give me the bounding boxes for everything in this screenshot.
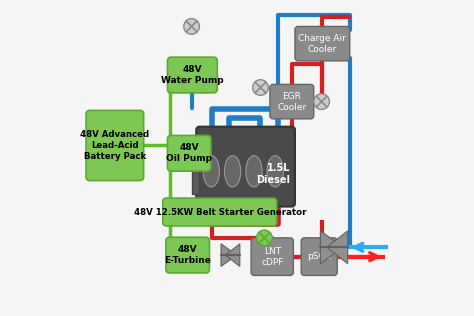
Polygon shape <box>221 244 237 266</box>
FancyBboxPatch shape <box>191 199 200 219</box>
Polygon shape <box>320 231 343 264</box>
FancyBboxPatch shape <box>295 27 350 61</box>
FancyBboxPatch shape <box>166 237 210 273</box>
Polygon shape <box>226 244 240 266</box>
Text: pSCR: pSCR <box>307 252 331 261</box>
FancyBboxPatch shape <box>167 57 217 93</box>
Ellipse shape <box>203 156 219 187</box>
FancyBboxPatch shape <box>196 127 295 207</box>
Circle shape <box>253 80 268 95</box>
Ellipse shape <box>225 156 241 187</box>
FancyBboxPatch shape <box>163 198 277 226</box>
Polygon shape <box>327 231 347 264</box>
Circle shape <box>314 94 329 109</box>
Text: LNT
cDPF: LNT cDPF <box>261 246 283 267</box>
Text: Charge Air
Cooler: Charge Air Cooler <box>299 33 346 54</box>
Text: 48V 12.5KW Belt Starter Generator: 48V 12.5KW Belt Starter Generator <box>134 208 306 216</box>
Circle shape <box>256 230 272 246</box>
Text: 48V
Oil Pump: 48V Oil Pump <box>166 143 212 163</box>
Circle shape <box>184 19 200 34</box>
FancyBboxPatch shape <box>86 110 144 180</box>
Ellipse shape <box>267 156 283 187</box>
Text: 48V
Water Pump: 48V Water Pump <box>161 65 224 85</box>
Text: EGR
Cooler: EGR Cooler <box>277 92 306 112</box>
FancyBboxPatch shape <box>301 238 337 276</box>
FancyBboxPatch shape <box>251 238 293 276</box>
Text: 48V Advanced
Lead-Acid
Battery Pack: 48V Advanced Lead-Acid Battery Pack <box>80 130 149 161</box>
Text: 48V
E-Turbine: 48V E-Turbine <box>164 245 211 265</box>
Ellipse shape <box>246 156 262 187</box>
FancyBboxPatch shape <box>191 139 200 194</box>
FancyBboxPatch shape <box>270 84 314 119</box>
FancyBboxPatch shape <box>167 136 211 171</box>
Text: 1.5L
Diesel: 1.5L Diesel <box>256 163 290 185</box>
